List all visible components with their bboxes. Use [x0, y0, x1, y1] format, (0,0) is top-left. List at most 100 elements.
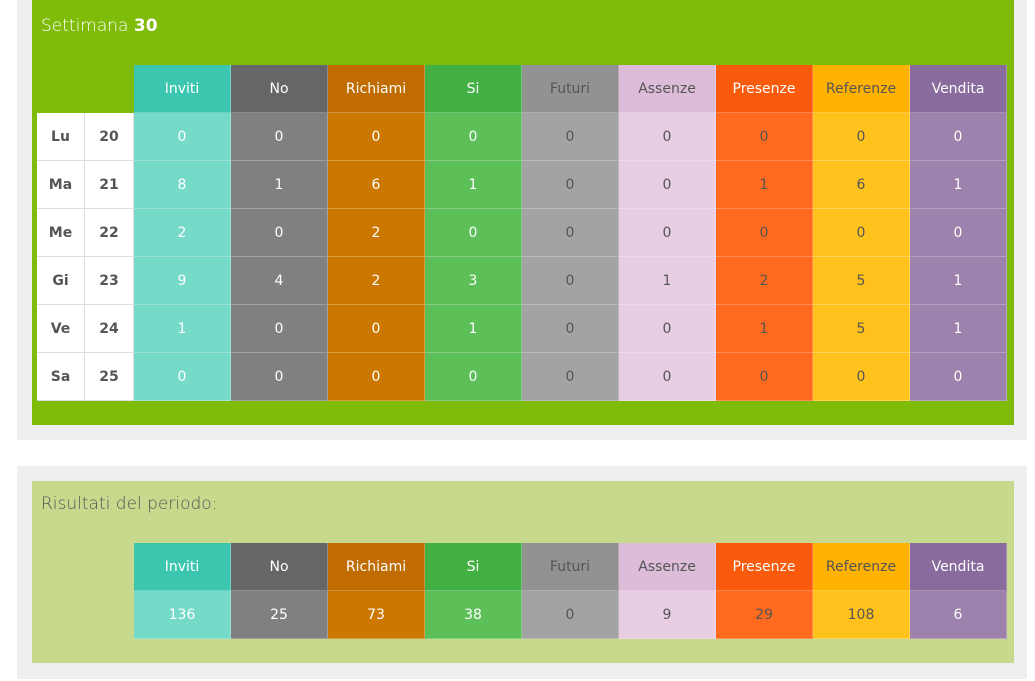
column-header: Presenze: [716, 65, 813, 113]
value-cell: 3: [425, 257, 522, 305]
day-name-cell: Me: [37, 209, 85, 257]
column-header: Futuri: [522, 543, 619, 591]
value-cell: 1: [134, 305, 231, 353]
week-number: 30: [133, 16, 158, 36]
value-cell: 0: [231, 353, 328, 401]
column-header: Assenze: [619, 65, 716, 113]
table-corner-blank: [37, 591, 134, 639]
results-panel: Risultati del periodo: Inviti No Richiami S…: [32, 481, 1014, 663]
value-cell: 0: [425, 209, 522, 257]
value-cell: 0: [522, 209, 619, 257]
value-cell: 2: [328, 257, 425, 305]
day-name-cell: Ma: [37, 161, 85, 209]
value-cell: 0: [231, 209, 328, 257]
value-cell: 4: [231, 257, 328, 305]
column-header: Si: [425, 543, 522, 591]
table-corner-blank: [37, 65, 85, 113]
value-cell: 1: [910, 257, 1007, 305]
value-cell: 5: [813, 257, 910, 305]
results-title: Risultati del periodo:: [41, 494, 218, 514]
value-cell: 9: [134, 257, 231, 305]
value-cell: 0: [425, 113, 522, 161]
day-date-cell: 21: [85, 161, 134, 209]
total-value-cell: 108: [813, 591, 910, 639]
value-cell: 0: [813, 209, 910, 257]
total-value-cell: 136: [134, 591, 231, 639]
value-cell: 0: [813, 113, 910, 161]
value-cell: 0: [328, 353, 425, 401]
value-cell: 1: [425, 161, 522, 209]
day-name-cell: Sa: [37, 353, 85, 401]
value-cell: 0: [910, 209, 1007, 257]
column-header: Futuri: [522, 65, 619, 113]
value-cell: 1: [425, 305, 522, 353]
value-cell: 0: [328, 305, 425, 353]
value-cell: 1: [910, 161, 1007, 209]
column-header: No: [231, 65, 328, 113]
column-header: Vendita: [910, 543, 1007, 591]
value-cell: 0: [813, 353, 910, 401]
column-header: Inviti: [134, 543, 231, 591]
day-date-cell: 25: [85, 353, 134, 401]
value-cell: 1: [910, 305, 1007, 353]
column-header: No: [231, 543, 328, 591]
value-cell: 6: [328, 161, 425, 209]
value-cell: 0: [134, 353, 231, 401]
value-cell: 8: [134, 161, 231, 209]
value-cell: 0: [716, 209, 813, 257]
value-cell: 0: [134, 113, 231, 161]
value-cell: 0: [910, 113, 1007, 161]
day-date-cell: 23: [85, 257, 134, 305]
value-cell: 0: [522, 161, 619, 209]
week-table: Inviti No Richiami Si Futuri Assenze Presenze R…: [37, 65, 1007, 401]
value-cell: 0: [425, 353, 522, 401]
value-cell: 0: [522, 353, 619, 401]
total-value-cell: 6: [910, 591, 1007, 639]
value-cell: 0: [619, 113, 716, 161]
total-value-cell: 73: [328, 591, 425, 639]
value-cell: 0: [716, 353, 813, 401]
day-name-cell: Ve: [37, 305, 85, 353]
total-value-cell: 9: [619, 591, 716, 639]
value-cell: 0: [522, 257, 619, 305]
total-value-cell: 25: [231, 591, 328, 639]
value-cell: 1: [619, 257, 716, 305]
week-panel: Settimana 30 Inviti No Richiami Si Futuri Ass…: [32, 0, 1014, 425]
total-value-cell: 29: [716, 591, 813, 639]
total-value-cell: 38: [425, 591, 522, 639]
value-cell: 0: [231, 305, 328, 353]
value-cell: 2: [716, 257, 813, 305]
value-cell: 0: [619, 209, 716, 257]
day-name-cell: Lu: [37, 113, 85, 161]
table-corner-blank: [85, 65, 134, 113]
column-header: Richiami: [328, 65, 425, 113]
value-cell: 0: [619, 353, 716, 401]
day-date-cell: 24: [85, 305, 134, 353]
results-table: Inviti No Richiami Si Futuri Assenze Presenze R…: [37, 543, 1007, 639]
value-cell: 2: [134, 209, 231, 257]
column-header: Assenze: [619, 543, 716, 591]
column-header: Richiami: [328, 543, 425, 591]
value-cell: 0: [619, 161, 716, 209]
value-cell: 1: [716, 161, 813, 209]
day-date-cell: 22: [85, 209, 134, 257]
day-date-cell: 20: [85, 113, 134, 161]
value-cell: 0: [910, 353, 1007, 401]
value-cell: 0: [328, 113, 425, 161]
value-cell: 0: [619, 305, 716, 353]
column-header: Referenze: [813, 543, 910, 591]
column-header: Si: [425, 65, 522, 113]
value-cell: 0: [522, 305, 619, 353]
value-cell: 5: [813, 305, 910, 353]
value-cell: 0: [522, 113, 619, 161]
total-value-cell: 0: [522, 591, 619, 639]
column-header: Inviti: [134, 65, 231, 113]
column-header: Vendita: [910, 65, 1007, 113]
value-cell: 0: [716, 113, 813, 161]
value-cell: 1: [231, 161, 328, 209]
value-cell: 6: [813, 161, 910, 209]
table-corner-blank: [37, 543, 134, 591]
week-title: Settimana 30: [41, 16, 158, 36]
column-header: Presenze: [716, 543, 813, 591]
week-title-label: Settimana: [41, 16, 129, 36]
